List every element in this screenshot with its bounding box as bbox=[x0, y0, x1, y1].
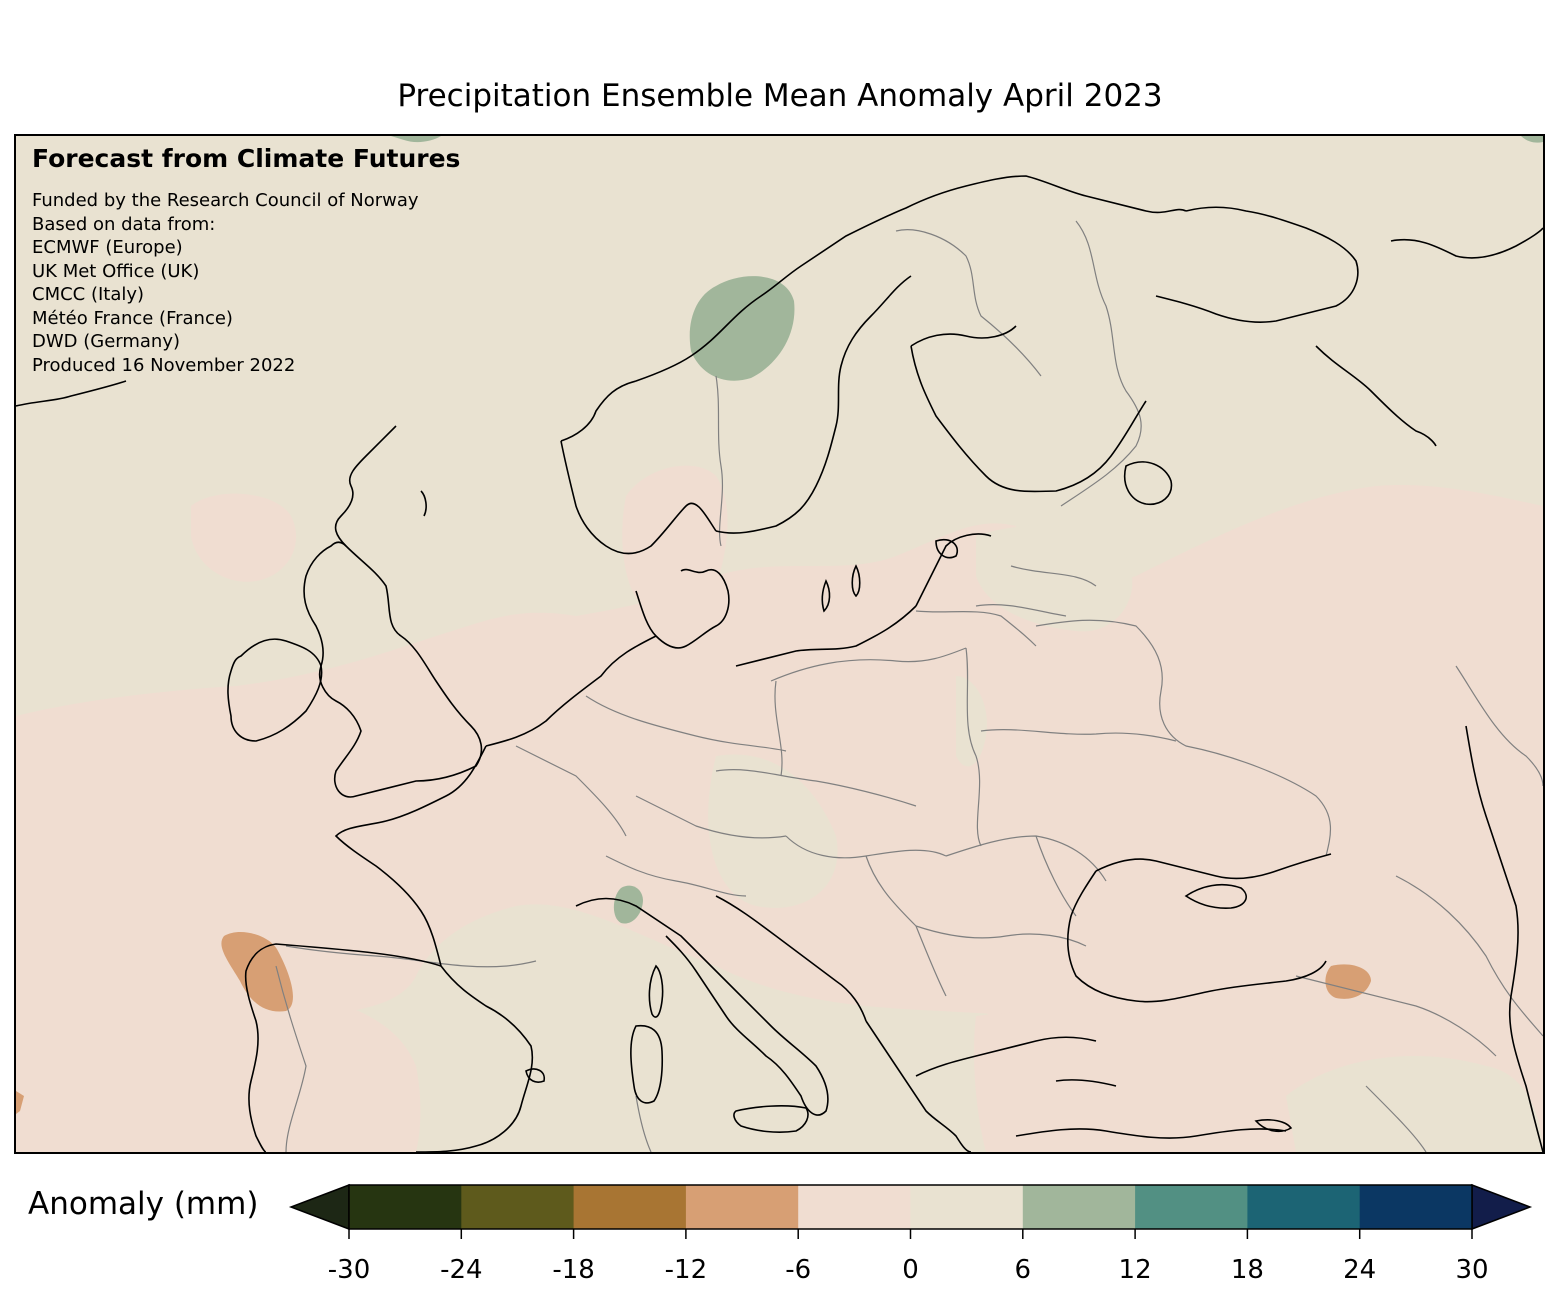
coastline-italy bbox=[575, 897, 829, 1116]
info-line-based-on: Based on data from: bbox=[32, 213, 216, 235]
colorbar-tick-label: -6 bbox=[785, 1255, 812, 1285]
anomaly-zone-top-edge bbox=[391, 136, 441, 143]
info-block: Forecast from Climate Futures Funded by … bbox=[32, 144, 460, 377]
colorbar-segment bbox=[1359, 1185, 1473, 1229]
coastline-iberia bbox=[244, 943, 442, 1152]
anomaly-zone-azores-edge bbox=[16, 1091, 24, 1114]
coastline-iceland-edge bbox=[16, 380, 127, 407]
coastline-great-britain bbox=[303, 541, 483, 798]
anomaly-zone-ireland bbox=[191, 493, 297, 582]
anomaly-zone-armenia bbox=[1325, 964, 1371, 999]
anomaly-zone-iberia bbox=[16, 974, 421, 1152]
colorbar-tick-label: -30 bbox=[327, 1255, 371, 1285]
map-canvas bbox=[16, 136, 1543, 1152]
coastline-balearics bbox=[525, 1068, 546, 1083]
coastline-ladoga bbox=[1124, 461, 1173, 506]
colorbar-segment bbox=[1022, 1185, 1136, 1229]
colorbar bbox=[288, 1183, 1533, 1239]
colorbar-tick-label: 30 bbox=[1455, 1255, 1489, 1285]
anomaly-zone-scandinavia bbox=[622, 465, 728, 620]
colorbar-segment bbox=[461, 1185, 575, 1229]
coastline-sweden bbox=[715, 275, 912, 534]
colorbar-segment bbox=[685, 1185, 799, 1229]
info-line-meteofrance: Météo France (France) bbox=[32, 307, 233, 329]
coastline-gotland bbox=[851, 564, 861, 598]
coastline-cyprus bbox=[1254, 1119, 1293, 1133]
neutral-patches bbox=[708, 525, 1543, 1152]
colorbar-segment bbox=[910, 1185, 1024, 1229]
coastline-france bbox=[334, 745, 487, 967]
anomaly-zone-east bbox=[916, 485, 1543, 1152]
info-line-funding: Funded by the Research Council of Norway bbox=[32, 190, 419, 211]
colorbar-segment bbox=[1135, 1185, 1248, 1229]
coastlines bbox=[16, 175, 1543, 1152]
map-panel: Forecast from Climate Futures Funded by … bbox=[14, 134, 1545, 1154]
colorbar-segment bbox=[1247, 1185, 1361, 1229]
colorbar-segment bbox=[573, 1185, 687, 1229]
anomaly-zone-galicia bbox=[221, 931, 293, 1012]
coastline-sicily bbox=[733, 1105, 809, 1133]
colorbar-tick-label: 24 bbox=[1343, 1255, 1377, 1285]
coastline-sardinia bbox=[630, 1024, 664, 1104]
colorbar-tick-label: 6 bbox=[1014, 1255, 1032, 1285]
coastline-turkey-south bbox=[1015, 1128, 1287, 1139]
coastline-balkans bbox=[865, 1020, 972, 1152]
colorbar-tick-label: -18 bbox=[552, 1255, 595, 1285]
info-line-ukmo: UK Met Office (UK) bbox=[32, 260, 200, 282]
info-line-ecmwf: ECMWF (Europe) bbox=[32, 237, 183, 258]
anomaly-zone-caucasus-neutral bbox=[1286, 1056, 1543, 1152]
anomaly-zone-baltic-neutral bbox=[976, 525, 1133, 632]
colorbar-segment bbox=[349, 1185, 462, 1229]
coastline-oland bbox=[821, 579, 831, 613]
anomaly-zone-alpine-wet bbox=[613, 885, 643, 924]
info-heading: Forecast from Climate Futures bbox=[32, 144, 461, 173]
colorbar-segment bbox=[798, 1185, 911, 1229]
coastline-shetland bbox=[420, 490, 427, 517]
colorbar-label: Anomaly (mm) bbox=[28, 1186, 259, 1222]
info-line-cmcc: CMCC (Italy) bbox=[32, 284, 145, 305]
coastline-ireland bbox=[227, 638, 323, 742]
colorbar-tick-label: -12 bbox=[664, 1255, 708, 1285]
coastline-crete bbox=[1055, 1079, 1117, 1087]
colorbar-tick-label: -24 bbox=[440, 1255, 483, 1285]
anomaly-zone-turkey bbox=[974, 1011, 1293, 1152]
coastline-baltic bbox=[735, 533, 992, 667]
coastline-estonia-islands bbox=[935, 538, 958, 559]
colorbar-over-arrow bbox=[1471, 1183, 1533, 1231]
colorbar-tick-label: 18 bbox=[1230, 1255, 1264, 1285]
coastline-norway bbox=[560, 175, 1187, 442]
country-borders bbox=[275, 220, 1543, 1152]
colorbar-tick-label: 12 bbox=[1118, 1255, 1152, 1285]
coastline-kola bbox=[1155, 206, 1359, 323]
coastline-black-sea bbox=[1066, 853, 1332, 1003]
coastline-finland bbox=[910, 325, 1147, 493]
info-line-dwd: DWD (Germany) bbox=[32, 331, 181, 352]
anomaly-zone-norway-coast bbox=[689, 276, 795, 381]
wet-anomaly-zones bbox=[391, 136, 1543, 924]
chart-title: Precipitation Ensemble Mean Anomaly Apri… bbox=[397, 78, 1163, 114]
anomaly-zone-corner-edge bbox=[1521, 136, 1543, 143]
anomaly-zone-poland-neutral bbox=[956, 676, 987, 767]
anomaly-zone-alps-neutral bbox=[708, 754, 838, 908]
info-line-produced: Produced 16 November 2022 bbox=[32, 354, 296, 376]
colorbar-under-arrow bbox=[288, 1183, 350, 1231]
coastline-caspian bbox=[1465, 725, 1543, 1152]
colorbar-tick-label: 0 bbox=[902, 1255, 919, 1285]
strong-dry-zones bbox=[16, 931, 1371, 1114]
coastline-corsica bbox=[648, 964, 664, 1018]
